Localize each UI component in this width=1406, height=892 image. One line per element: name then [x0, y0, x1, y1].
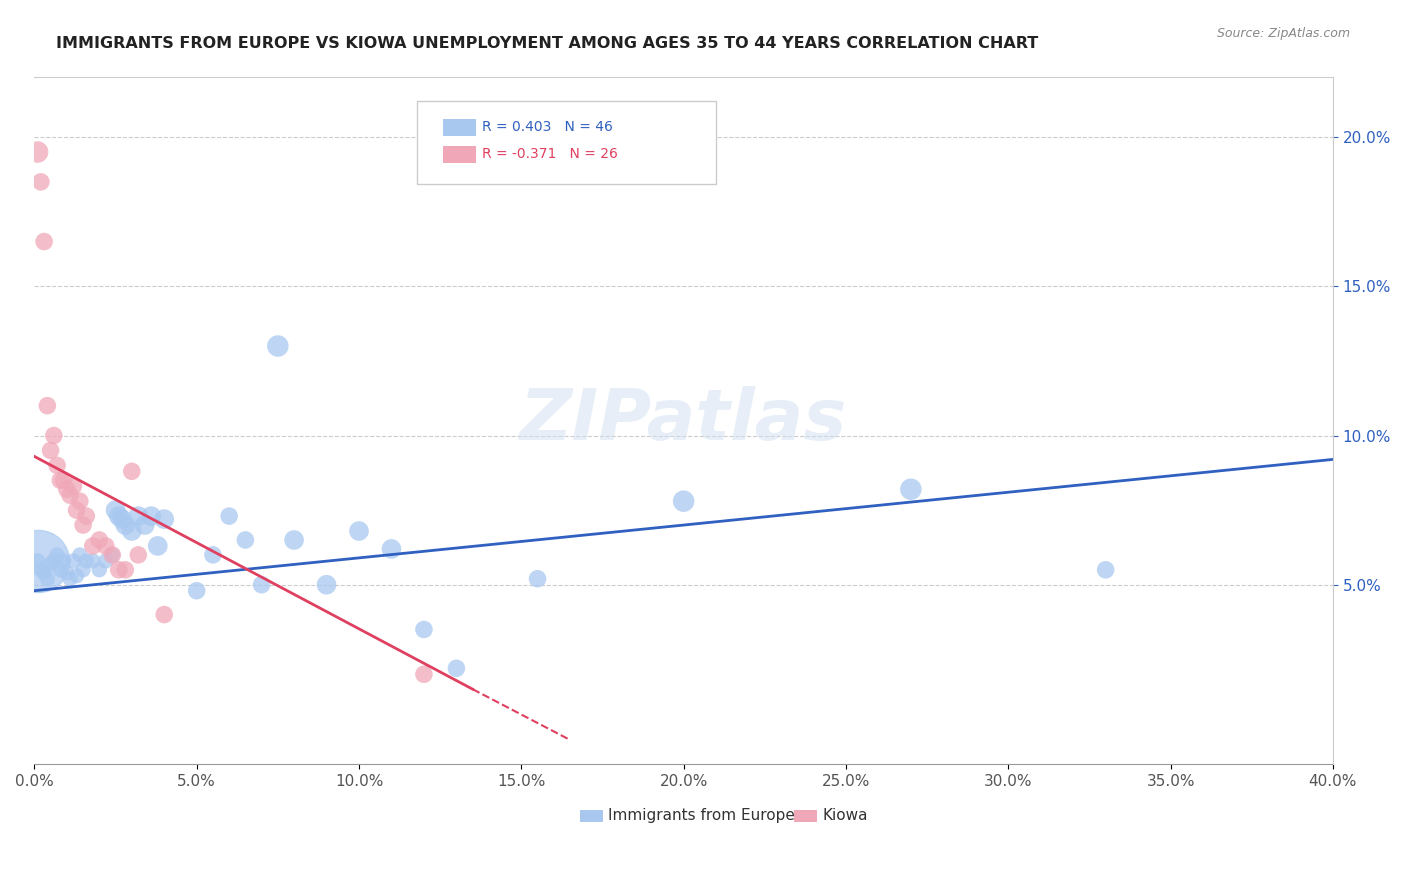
Point: [235, 533, 257, 547]
Point: [446, 661, 468, 675]
Point: [672, 494, 695, 508]
Point: [27, 145, 49, 159]
Point: [32, 566, 55, 580]
Text: R = -0.371   N = 26: R = -0.371 N = 26: [482, 147, 619, 161]
FancyBboxPatch shape: [418, 102, 716, 184]
Point: [82, 539, 104, 553]
Bar: [443, 119, 475, 136]
Point: [42, 554, 65, 568]
Point: [107, 563, 129, 577]
Point: [56, 566, 79, 580]
Text: Kiowa: Kiowa: [823, 808, 868, 823]
Point: [49, 473, 72, 487]
Point: [62, 479, 84, 493]
Point: [89, 563, 111, 577]
Point: [42, 428, 65, 442]
Point: [32, 235, 55, 249]
Point: [30, 563, 52, 577]
Point: [121, 524, 143, 538]
Point: [186, 583, 208, 598]
Point: [101, 548, 124, 562]
Point: [107, 509, 129, 524]
Point: [250, 578, 273, 592]
Point: [104, 503, 127, 517]
Point: [75, 509, 97, 524]
Point: [49, 563, 72, 577]
Text: Immigrants from Europe: Immigrants from Europe: [609, 808, 796, 823]
Point: [347, 524, 370, 538]
Bar: [443, 146, 475, 163]
Point: [65, 568, 87, 582]
Point: [30, 175, 52, 189]
Point: [94, 554, 117, 568]
Point: [121, 464, 143, 478]
Point: [72, 563, 94, 577]
Point: [69, 548, 91, 562]
Point: [267, 339, 290, 353]
Bar: [579, 810, 603, 822]
Point: [52, 554, 75, 568]
Point: [27, 554, 49, 568]
Point: [111, 512, 134, 526]
Point: [65, 503, 87, 517]
Point: [39, 557, 62, 571]
Point: [101, 548, 124, 562]
Point: [1094, 563, 1116, 577]
Point: [69, 494, 91, 508]
Point: [62, 554, 84, 568]
Point: [127, 509, 149, 524]
Bar: [794, 810, 817, 822]
Point: [46, 548, 69, 562]
Point: [82, 554, 104, 568]
Text: ZIPatlas: ZIPatlas: [520, 386, 848, 455]
Point: [94, 539, 117, 553]
Point: [315, 578, 337, 592]
Point: [134, 518, 156, 533]
Point: [72, 518, 94, 533]
Point: [114, 518, 136, 533]
Point: [59, 488, 82, 502]
Point: [413, 623, 436, 637]
Text: IMMIGRANTS FROM EUROPE VS KIOWA UNEMPLOYMENT AMONG AGES 35 TO 44 YEARS CORRELATI: IMMIGRANTS FROM EUROPE VS KIOWA UNEMPLOY…: [56, 36, 1039, 51]
Point: [380, 541, 402, 556]
Point: [75, 554, 97, 568]
Point: [127, 548, 149, 562]
Point: [413, 667, 436, 681]
Point: [37, 572, 59, 586]
Text: R = 0.403   N = 46: R = 0.403 N = 46: [482, 120, 613, 134]
Point: [52, 473, 75, 487]
Point: [146, 539, 169, 553]
Text: Source: ZipAtlas.com: Source: ZipAtlas.com: [1216, 27, 1350, 40]
Point: [283, 533, 305, 547]
Point: [526, 572, 548, 586]
Point: [153, 607, 176, 622]
Point: [39, 443, 62, 458]
Point: [141, 509, 163, 524]
Point: [900, 482, 922, 496]
Point: [218, 509, 240, 524]
Point: [27, 554, 49, 568]
Point: [201, 548, 224, 562]
Point: [89, 533, 111, 547]
Point: [59, 572, 82, 586]
Point: [56, 482, 79, 496]
Point: [46, 458, 69, 473]
Point: [114, 563, 136, 577]
Point: [37, 399, 59, 413]
Point: [153, 512, 176, 526]
